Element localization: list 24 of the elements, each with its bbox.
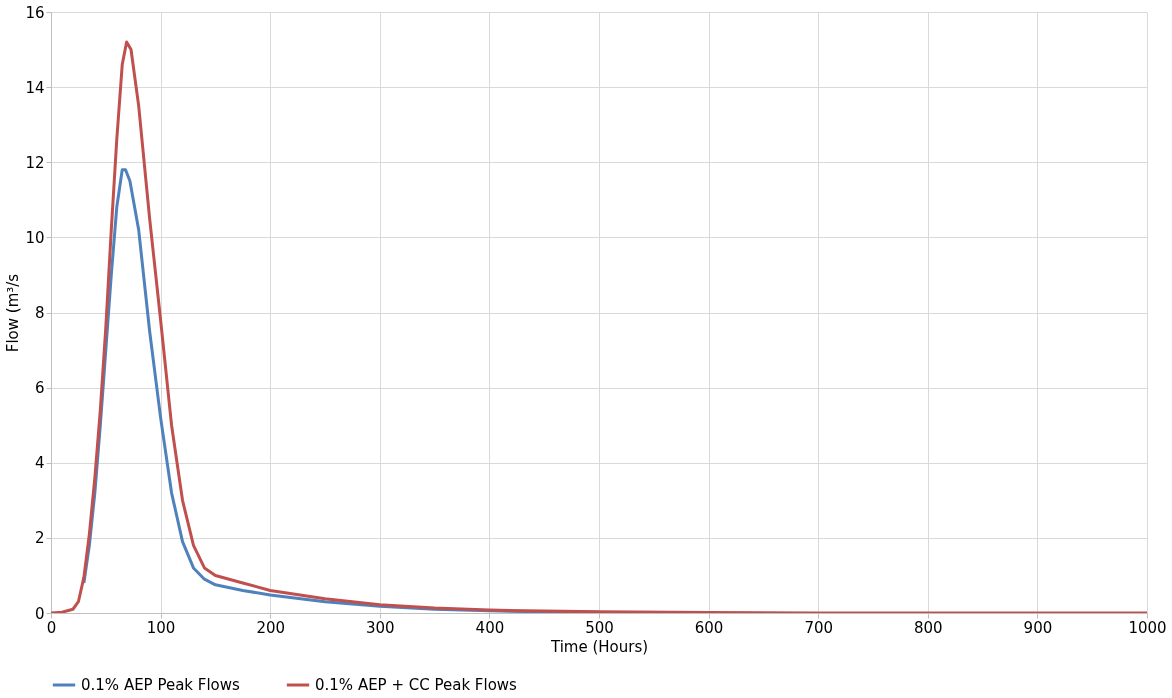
legend-label: 0.1% AEP + CC Peak Flows <box>315 676 518 694</box>
x-tick-label: 300 <box>365 618 395 637</box>
y-tick-label: 6 <box>34 379 45 398</box>
x-tick-label: 100 <box>146 618 176 637</box>
x-tick-label: 900 <box>1023 618 1053 637</box>
y-tick-label: 14 <box>25 78 45 97</box>
x-tick-label: 200 <box>256 618 286 637</box>
x-axis-title: Time (Hours) <box>549 637 649 656</box>
x-tick-label: 600 <box>694 618 724 637</box>
y-tick-label: 10 <box>25 228 45 247</box>
y-tick-label: 4 <box>34 454 45 473</box>
y-tick-label: 16 <box>25 3 45 22</box>
y-tick-label: 8 <box>34 304 45 322</box>
y-axis-title: Flow (m³/s <box>4 273 23 353</box>
x-tick-label: 500 <box>585 618 614 637</box>
y-tick-label: 2 <box>34 529 45 548</box>
legend-label: 0.1% AEP Peak Flows <box>81 676 241 694</box>
x-tick-label: 1000 <box>1128 618 1167 637</box>
y-tick-label: 0 <box>34 604 45 623</box>
x-tick-label: 400 <box>475 618 505 637</box>
x-tick-label: 0 <box>46 618 57 637</box>
x-tick-label: 700 <box>804 618 834 637</box>
y-tick-label: 12 <box>25 153 45 172</box>
x-tick-label: 800 <box>913 618 943 637</box>
